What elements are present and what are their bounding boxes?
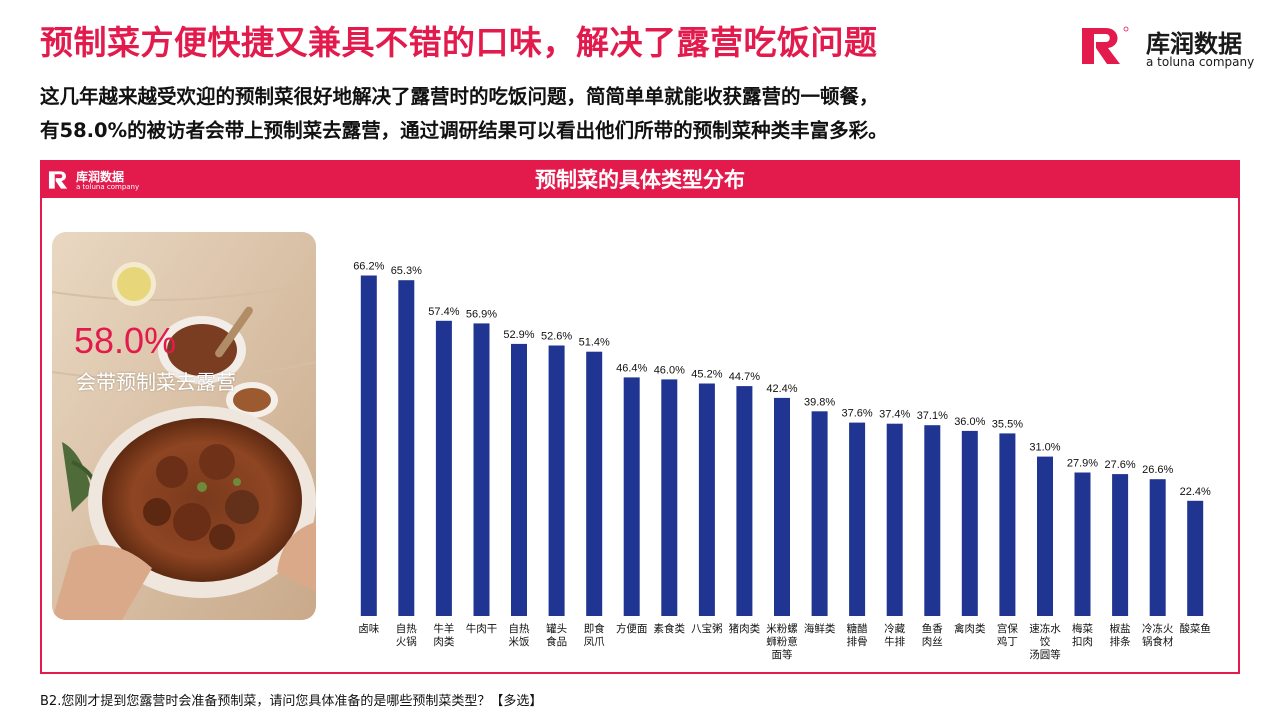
category-label-20: 椒盐排条 [1110, 622, 1131, 648]
value-label-5: 52.6% [541, 331, 572, 343]
value-label-7: 46.4% [616, 362, 647, 374]
category-label-1: 自热火锅 [396, 622, 417, 648]
bar-0 [360, 275, 377, 616]
category-label-16: 禽肉类 [954, 622, 986, 635]
panel-logo: 库润数据 a toluna company [48, 168, 168, 194]
category-label-2: 牛羊肉类 [433, 622, 454, 648]
value-label-16: 36.0% [954, 416, 985, 428]
bar-10 [736, 386, 753, 616]
brand-mark-icon [1082, 26, 1129, 64]
bar-18 [1037, 456, 1053, 616]
bar-3 [473, 323, 490, 616]
brand-name: 库润数据 [1146, 30, 1242, 58]
value-label-3: 56.9% [466, 308, 497, 320]
intro-line-1: 这几年越来越受欢迎的预制菜很好地解决了露营时的吃饭问题，简简单单就能收获露营的一… [40, 85, 879, 108]
bar-7 [623, 377, 640, 616]
value-label-0: 66.2% [353, 261, 384, 273]
bar-17 [999, 433, 1016, 616]
panel-header: 预制菜的具体类型分布 库润数据 a toluna company [42, 162, 1238, 198]
survey-footnote: B2.您刚才提到您露营时会准备预制菜，请问您具体准备的是哪些预制菜类型？【多选】 [40, 694, 543, 709]
value-label-13: 37.6% [841, 408, 872, 420]
category-label-19: 梅菜扣肉 [1072, 622, 1094, 648]
category-label-10: 猪肉类 [729, 622, 761, 635]
category-label-18: 速冻水饺汤圆等 [1029, 622, 1061, 661]
value-label-21: 26.6% [1142, 464, 1173, 476]
bar-19 [1074, 472, 1091, 616]
panel-logo-name: 库润数据 [76, 170, 125, 184]
category-label-21: 冷冻火锅食材 [1142, 622, 1174, 648]
bar-21 [1149, 479, 1166, 616]
category-label-12: 海鲜类 [804, 622, 836, 635]
bar-22 [1187, 500, 1204, 616]
value-label-19: 27.9% [1067, 458, 1098, 470]
bar-9 [698, 383, 715, 616]
bar-13 [849, 422, 866, 616]
value-label-10: 44.7% [729, 371, 760, 383]
category-label-22: 酸菜鱼 [1179, 622, 1211, 635]
category-label-15: 鱼香肉丝 [922, 622, 943, 648]
chart-panel: 预制菜的具体类型分布 库润数据 a toluna company [40, 160, 1240, 674]
category-label-14: 冷藏牛排 [884, 622, 905, 648]
category-label-4: 自热米饭 [509, 622, 530, 648]
bar-16 [961, 430, 978, 616]
bar-20 [1112, 474, 1129, 616]
bar-chart: 66.2% 卤味 65.3% 自热火锅 57.4% 牛羊肉类 56.9% 牛肉干 52.9% 自热… [353, 261, 1211, 662]
value-label-11: 42.4% [766, 383, 797, 395]
bar-4 [511, 343, 527, 616]
bar-1 [398, 280, 415, 616]
intro-line-2: 有58.0%的被访者会带上预制菜去露营，通过调研结果可以看出他们所带的预制菜种类… [40, 119, 888, 142]
value-label-17: 35.5% [992, 418, 1023, 430]
category-label-7: 方便面 [616, 622, 648, 635]
value-label-12: 39.8% [804, 396, 835, 408]
intro-text: 这几年越来越受欢迎的预制菜很好地解决了露营时的吃饭问题，简简单单就能收获露营的一… [40, 80, 1140, 148]
value-label-15: 37.1% [917, 410, 948, 422]
value-label-4: 52.9% [503, 329, 534, 341]
panel-logo-tagline: a toluna company [76, 183, 140, 191]
value-label-8: 46.0% [654, 364, 685, 376]
value-label-22: 22.4% [1180, 486, 1211, 498]
value-label-1: 65.3% [391, 265, 422, 277]
value-label-9: 45.2% [691, 369, 722, 381]
category-label-3: 牛肉干 [466, 622, 498, 635]
bar-12 [811, 411, 828, 616]
bar-6 [586, 351, 603, 616]
value-label-20: 27.6% [1104, 459, 1135, 471]
category-label-0: 卤味 [358, 622, 379, 635]
category-label-5: 罐头食品 [546, 622, 567, 648]
value-label-18: 31.0% [1029, 442, 1060, 454]
bar-14 [886, 423, 903, 616]
category-label-11: 米粉螺蛳粉意面等 [766, 622, 798, 661]
category-label-13: 糖醋排骨 [847, 622, 868, 648]
bar-15 [924, 425, 941, 616]
brand-tagline: a toluna company [1146, 55, 1255, 69]
bar-8 [661, 379, 678, 616]
highlight-label: 会带预制菜去露营 [76, 370, 236, 394]
category-label-9: 八宝粥 [691, 622, 723, 635]
value-label-6: 51.4% [579, 337, 610, 349]
highlight-value: 58.0% [74, 320, 177, 361]
value-label-14: 37.4% [879, 409, 910, 421]
page-headline: 预制菜方便快捷又兼具不错的口味，解决了露营吃饭问题 [40, 23, 878, 62]
bar-5 [548, 345, 565, 616]
bar-11 [774, 397, 790, 616]
panel-logo-mark-icon [48, 171, 68, 189]
food-photo: 58.0% 会带预制菜去露营 [52, 232, 316, 620]
brand-logo: 库润数据 a toluna company [1080, 22, 1270, 70]
bar-2 [435, 320, 452, 616]
category-label-6: 即食凤爪 [584, 622, 606, 648]
category-label-17: 宫保鸡丁 [997, 622, 1018, 648]
stew-bowl-illustration [52, 232, 316, 620]
category-label-8: 素食类 [654, 622, 686, 635]
value-label-2: 57.4% [428, 306, 459, 318]
panel-title: 预制菜的具体类型分布 [535, 168, 745, 192]
